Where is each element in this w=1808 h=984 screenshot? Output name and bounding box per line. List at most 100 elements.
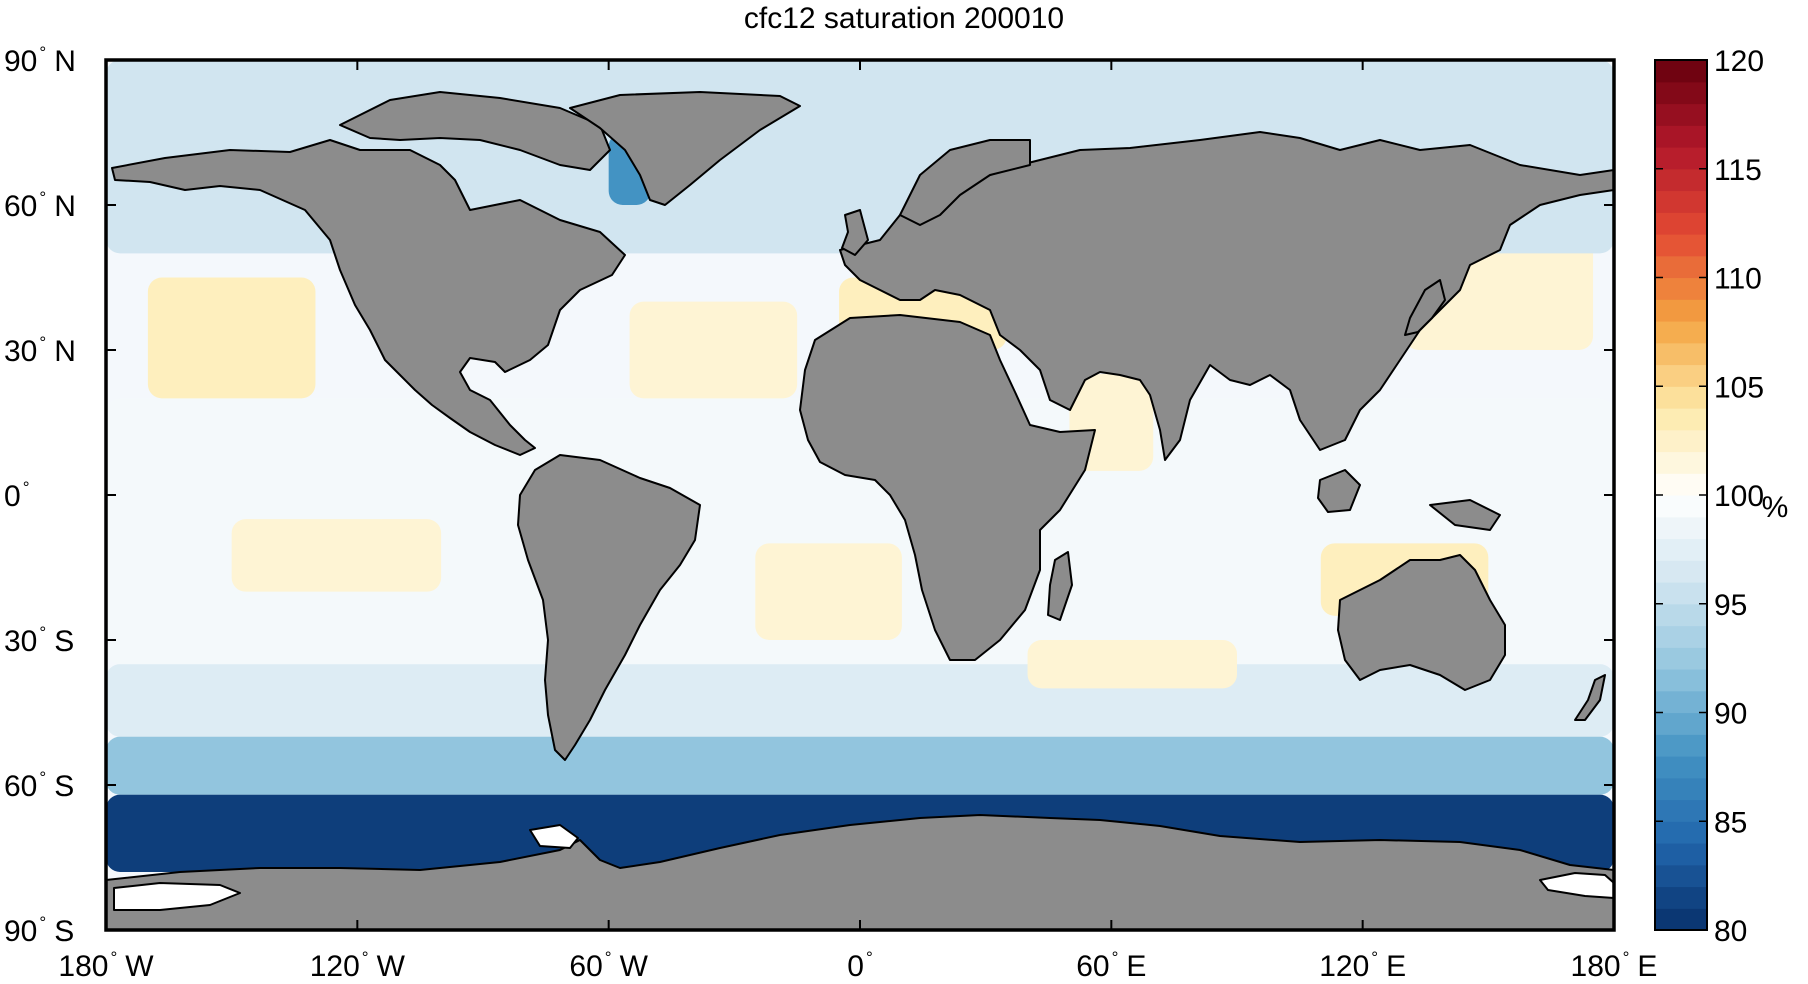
colorbar-cell (1655, 234, 1707, 257)
saturation-region (106, 398, 1614, 665)
colorbar-cell (1655, 429, 1707, 453)
lat-tick-label: 30 ° S (4, 623, 74, 658)
lat-tick-label: 60 ° S (4, 768, 74, 803)
australia-land (1337, 554, 1506, 691)
colorbar-cell (1655, 60, 1707, 83)
colorbar-cell (1655, 386, 1707, 409)
colorbar-tick-label: 85 (1714, 806, 1747, 839)
lon-tick-label: 180 ° E (1571, 948, 1658, 983)
madagascar-land (1047, 551, 1073, 621)
latitude-axis: 90 ° N 60 ° N 30 ° N 0 ° 30 ° S 60 ° S 90 ° S (4, 43, 1614, 948)
colorbar-tick-label: 90 (1714, 698, 1747, 731)
lon-tick-label: 0 ° (847, 948, 873, 983)
colorbar-unit-label: % (1762, 491, 1789, 524)
colorbar-cell (1655, 538, 1707, 561)
lon-tick-label: 120 ° E (1319, 948, 1406, 983)
colorbar-cell (1655, 473, 1707, 496)
colorbar-cell (1655, 255, 1707, 279)
colorbar-tick-label: 105 (1714, 371, 1764, 404)
antarctica-land (106, 814, 1614, 930)
colorbar-cell (1655, 495, 1707, 518)
colorbar: 80 85 90 95 100 105 110 115 120 % (1654, 45, 1789, 948)
arctic-islands (339, 91, 611, 171)
borneo-land (1317, 469, 1361, 513)
colorbar-cell (1655, 712, 1707, 735)
colorbar-cell (1655, 342, 1707, 366)
lat-tick-label: 60 ° N (4, 188, 76, 223)
colorbar-cell (1655, 886, 1707, 909)
colorbar-cell (1655, 690, 1707, 714)
south-america-land (517, 454, 701, 761)
colorbar-cell (1655, 168, 1707, 192)
great-britain-land (841, 209, 869, 256)
saturation-region (106, 736, 1614, 795)
ross-ice-shelf (113, 882, 241, 911)
lat-tick-label: 90 ° S (4, 913, 74, 948)
lat-tick-label: 0 ° (4, 478, 30, 513)
colorbar-tick-label: 100 (1714, 480, 1764, 513)
colorbar-cell (1655, 582, 1707, 605)
lon-tick-label: 120 ° W (310, 948, 406, 983)
colorbar-cell (1655, 190, 1707, 213)
colorbar-cell (1655, 799, 1707, 822)
colorbar-tick-label: 115 (1714, 154, 1762, 187)
colorbar-cell (1655, 777, 1707, 801)
colorbar-cell (1655, 81, 1707, 105)
lat-tick-label: 30 ° N (4, 333, 76, 368)
colorbar-cell (1655, 408, 1707, 431)
new-zealand-land (1574, 674, 1606, 721)
eurasia-land (839, 131, 1614, 461)
colorbar-cell (1655, 321, 1707, 344)
colorbar-cell (1655, 669, 1707, 692)
colorbar-cell (1655, 821, 1707, 844)
colorbar-ticks: 80 85 90 95 100 105 110 115 120 (1655, 45, 1764, 948)
longitude-axis: 180 ° W 120 ° W 60 ° W 0 ° 60 ° E 120 ° E 180 ° E (58, 60, 1657, 983)
colorbar-cell (1655, 734, 1707, 757)
greenland-land (569, 91, 801, 206)
saturation-region (1027, 640, 1237, 689)
colorbar-cell (1655, 843, 1707, 866)
colorbar-cell (1655, 277, 1707, 300)
colorbar-cell (1655, 560, 1707, 583)
ronne-ice-shelf (529, 824, 579, 849)
colorbar-cell (1655, 603, 1707, 627)
lon-tick-label: 60 ° W (569, 948, 648, 983)
colorbar-cell (1655, 299, 1707, 322)
lat-tick-label: 90 ° N (4, 43, 76, 78)
colorbar-cell (1655, 147, 1707, 170)
colorbar-cell (1655, 451, 1707, 474)
africa-land (799, 314, 1096, 661)
colorbar-gradient (1655, 60, 1707, 931)
map-title: cfc12 saturation 200010 (743, 2, 1065, 35)
saturation-region (106, 664, 1614, 737)
map-plot-area (106, 60, 1614, 930)
colorbar-cell (1655, 756, 1707, 779)
saturation-region (147, 277, 316, 399)
colorbar-cell (1655, 625, 1707, 648)
colorbar-cell (1655, 103, 1707, 126)
lon-tick-label: 60 ° E (1076, 948, 1146, 983)
colorbar-cell (1655, 212, 1707, 235)
colorbar-cell (1655, 364, 1707, 387)
north-america-land (111, 139, 626, 456)
new-guinea-land (1429, 499, 1501, 531)
scandinavia-land (899, 139, 1031, 226)
saturation-region (231, 519, 442, 592)
colorbar-tick-label: 95 (1714, 589, 1747, 622)
japan-land (1404, 279, 1446, 336)
saturation-region (755, 543, 902, 640)
amery-ice-shelf (1539, 872, 1614, 899)
saturation-region (629, 301, 798, 399)
colorbar-tick-label: 120 (1714, 45, 1764, 78)
colorbar-cell (1655, 908, 1707, 931)
colorbar-tick-label: 80 (1714, 915, 1747, 948)
land-masses (106, 91, 1614, 930)
ocean-saturation-field (106, 60, 1614, 872)
colorbar-cell (1655, 864, 1707, 888)
colorbar-cell (1655, 516, 1707, 540)
colorbar-tick-label: 110 (1714, 263, 1762, 296)
colorbar-cell (1655, 125, 1707, 148)
lon-tick-label: 180 ° W (58, 948, 154, 983)
colorbar-cell (1655, 647, 1707, 670)
